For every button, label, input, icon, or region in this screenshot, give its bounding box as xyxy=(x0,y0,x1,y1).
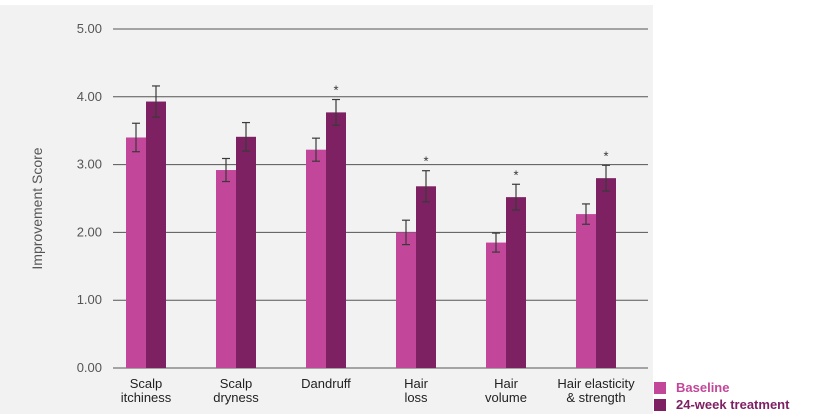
y-tick-label: 2.00 xyxy=(77,224,102,239)
x-tick-label: Hair xyxy=(404,376,429,391)
y-tick-label: 5.00 xyxy=(77,21,102,36)
bar-treatment xyxy=(326,112,346,368)
legend-label-treatment: 24-week treatment xyxy=(676,397,790,412)
plot-background xyxy=(0,5,653,414)
x-tick-label: & strength xyxy=(566,390,625,405)
legend-swatch-treatment xyxy=(654,398,666,411)
legend-item-baseline: Baseline xyxy=(654,379,789,396)
x-tick-label: Hair elasticity xyxy=(557,376,635,391)
x-tick-label: Hair xyxy=(494,376,519,391)
legend-label-baseline: Baseline xyxy=(676,380,730,395)
x-tick-label: itchiness xyxy=(121,390,172,405)
bar-treatment xyxy=(596,178,616,368)
bar-baseline xyxy=(576,214,596,368)
significance-mark: * xyxy=(333,83,338,98)
y-axis-label: Improvement Score xyxy=(29,147,45,269)
x-tick-label: Scalp xyxy=(130,376,163,391)
bar-treatment xyxy=(146,101,166,369)
significance-mark: * xyxy=(423,154,428,169)
legend-swatch-baseline xyxy=(654,381,666,394)
y-tick-label: 3.00 xyxy=(77,157,102,172)
x-tick-label: Scalp xyxy=(220,376,253,391)
legend: Baseline 24-week treatment xyxy=(654,379,789,413)
y-tick-label: 4.00 xyxy=(77,89,102,104)
bar-baseline xyxy=(216,170,236,368)
bar-baseline xyxy=(486,242,506,368)
bar-baseline xyxy=(126,137,146,368)
y-tick-label: 0.00 xyxy=(77,360,102,375)
bar-treatment xyxy=(506,197,526,368)
bar-baseline xyxy=(396,232,416,368)
x-tick-label: dryness xyxy=(213,390,259,405)
x-tick-label: volume xyxy=(485,390,527,405)
significance-mark: * xyxy=(603,148,608,163)
bar-treatment xyxy=(416,186,436,368)
bar-baseline xyxy=(306,149,326,368)
y-tick-label: 1.00 xyxy=(77,292,102,307)
significance-mark: * xyxy=(513,167,518,182)
bar-treatment xyxy=(236,136,256,368)
legend-item-treatment: 24-week treatment xyxy=(654,396,789,413)
x-tick-label: Dandruff xyxy=(301,376,351,391)
x-tick-label: loss xyxy=(404,390,428,405)
